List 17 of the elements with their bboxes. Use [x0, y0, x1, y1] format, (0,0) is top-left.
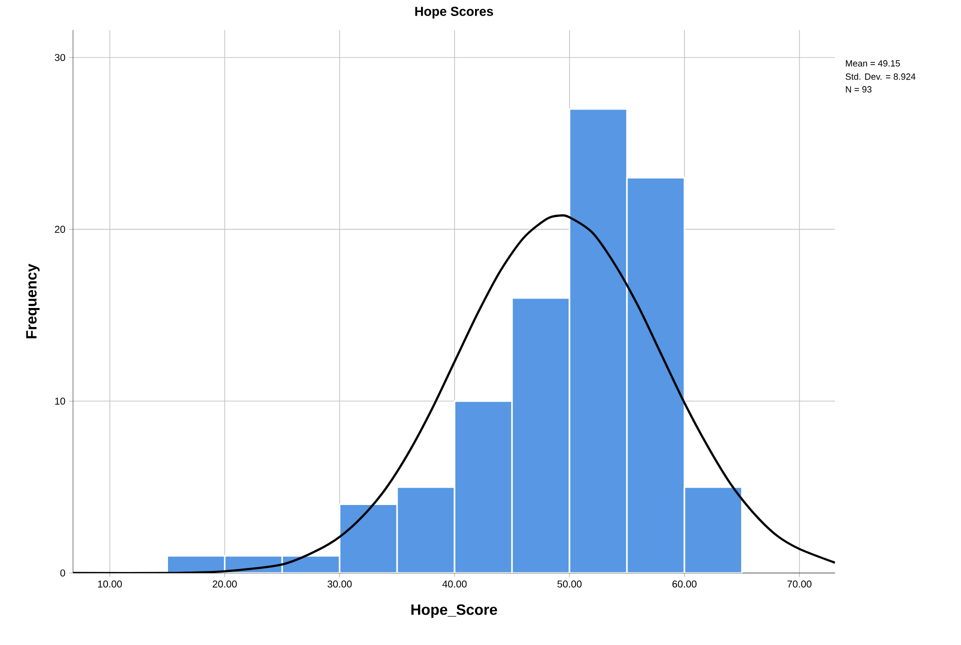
text: Mean = 49.15: [846, 60, 900, 67]
x-tick-label: 70.00: [787, 580, 812, 588]
y-tick-label: 20: [54, 226, 66, 233]
x-tick-label: 50.00: [557, 580, 582, 588]
x-tick-label: 60.00: [672, 580, 697, 588]
y-tick-label: 0: [60, 569, 66, 577]
text: N = 93: [846, 86, 872, 93]
chart-title: Hope Scores: [415, 6, 494, 19]
y-axis-title: Frequency: [26, 264, 40, 338]
x-axis-title: Hope_Score: [411, 604, 498, 618]
x-tick-label: 20.00: [212, 580, 237, 588]
x-tick-label: 40.00: [442, 580, 467, 588]
text: Std. Dev. = 8.924: [846, 73, 916, 80]
x-tick-label: 30.00: [328, 580, 352, 588]
y-tick-label: 10: [55, 398, 66, 405]
y-tick-label: 30: [54, 54, 66, 62]
x-tick-label: 10.00: [98, 580, 122, 588]
